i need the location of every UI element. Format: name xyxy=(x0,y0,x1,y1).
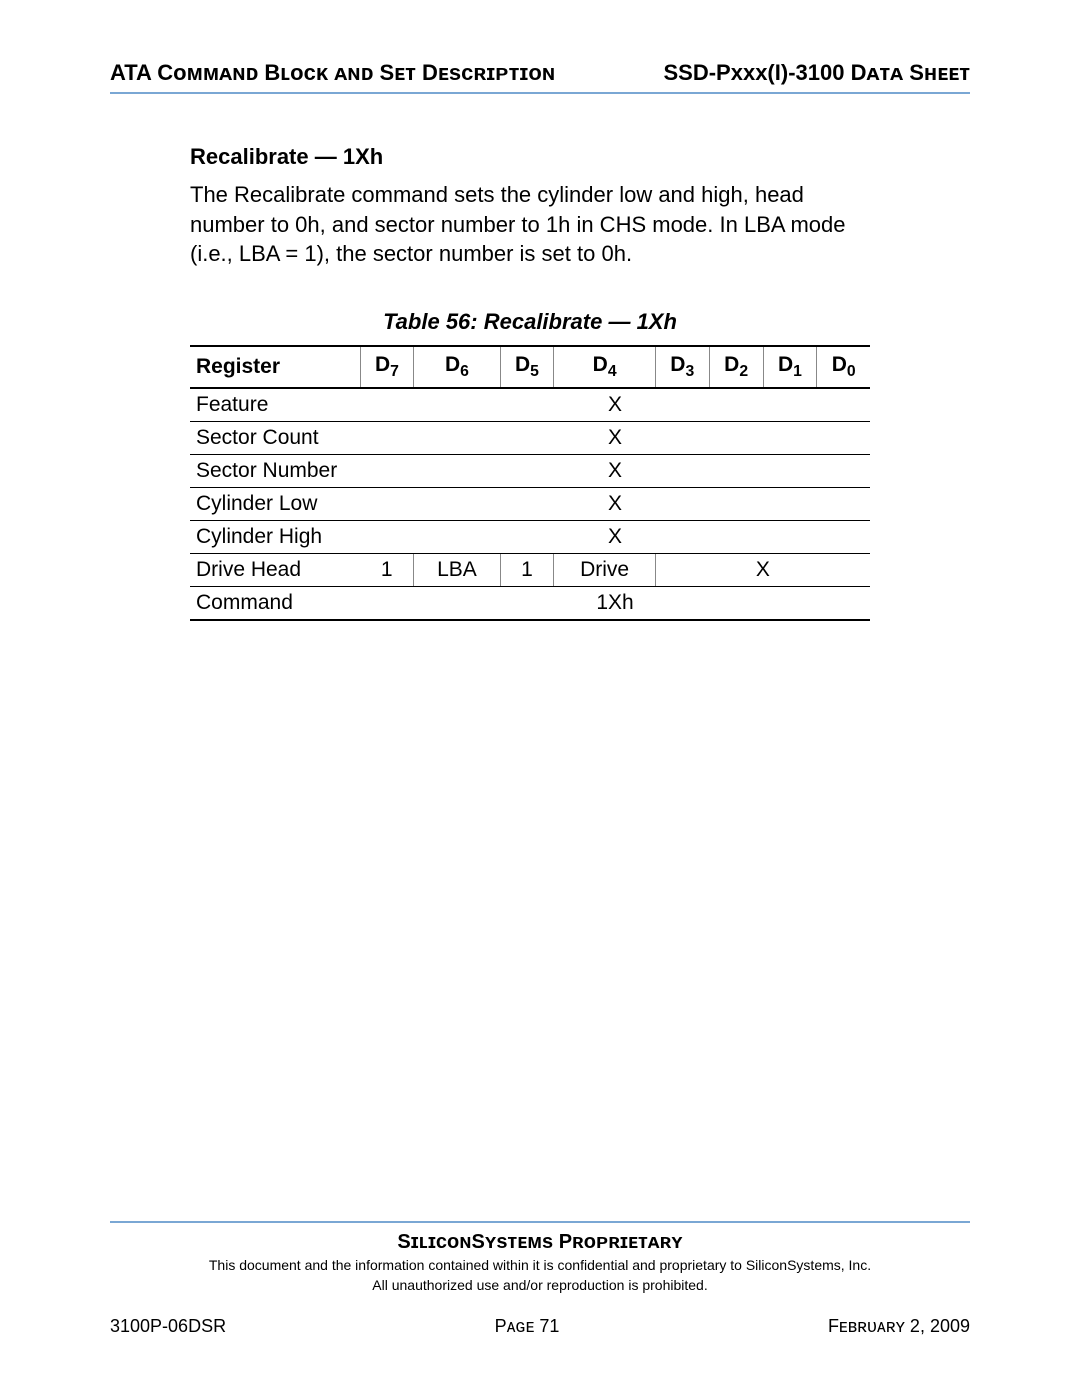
col-d4: D4 xyxy=(554,346,655,388)
table-row-drive-head: Drive Head 1 LBA 1 Drive X xyxy=(190,554,870,587)
cell-value: X xyxy=(360,455,870,488)
cell-value: 1Xh xyxy=(360,587,870,621)
cell-register: Drive Head xyxy=(190,554,360,587)
cell-register: Feature xyxy=(190,388,360,422)
col-d0: D0 xyxy=(817,346,870,388)
table-row: Feature X xyxy=(190,388,870,422)
col-register: Register xyxy=(190,346,360,388)
cell-d6: LBA xyxy=(414,554,500,587)
cell-d4: Drive xyxy=(554,554,655,587)
cell-d7: 1 xyxy=(360,554,414,587)
footer-center: Pᴀɢᴇ 71 xyxy=(495,1316,560,1337)
disclaimer-line1: This document and the information contai… xyxy=(110,1256,970,1274)
cell-d5: 1 xyxy=(500,554,554,587)
content-block: Recalibrate — 1Xh The Recalibrate comman… xyxy=(110,94,870,621)
page-footer: SɪʟɪᴄᴏɴSʏsᴛᴇᴍs Pʀᴏᴘʀɪᴇᴛᴀʀʏ This document… xyxy=(110,1221,970,1337)
col-d3: D3 xyxy=(655,346,709,388)
header-left: ATA Cᴏᴍᴍᴀɴᴅ Bʟᴏᴄᴋ ᴀɴᴅ Sᴇᴛ Dᴇsᴄʀɪᴘᴛɪᴏɴ xyxy=(110,60,555,86)
section-body: The Recalibrate command sets the cylinde… xyxy=(190,180,870,269)
section-title: Recalibrate — 1Xh xyxy=(190,144,870,170)
col-d2: D2 xyxy=(709,346,763,388)
cell-value: X xyxy=(360,388,870,422)
table-row: Sector Number X xyxy=(190,455,870,488)
cell-value: X xyxy=(360,521,870,554)
table-row: Cylinder High X xyxy=(190,521,870,554)
col-d7: D7 xyxy=(360,346,414,388)
footer-right: Fᴇʙʀᴜᴀʀʏ 2, 2009 xyxy=(828,1316,970,1337)
disclaimer-line2: All unauthorized use and/or reproduction… xyxy=(110,1276,970,1294)
table-row: Sector Count X xyxy=(190,422,870,455)
page: ATA Cᴏᴍᴍᴀɴᴅ Bʟᴏᴄᴋ ᴀɴᴅ Sᴇᴛ Dᴇsᴄʀɪᴘᴛɪᴏɴ SS… xyxy=(0,0,1080,1397)
col-d6: D6 xyxy=(414,346,500,388)
footer-rule xyxy=(110,1221,970,1223)
cell-register: Cylinder High xyxy=(190,521,360,554)
cell-value: X xyxy=(360,422,870,455)
table-row: Cylinder Low X xyxy=(190,488,870,521)
register-table: Register D7 D6 D5 D4 D3 D2 D1 D0 Feature… xyxy=(190,345,870,621)
table-caption: Table 56: Recalibrate — 1Xh xyxy=(190,309,870,335)
table-header-row: Register D7 D6 D5 D4 D3 D2 D1 D0 xyxy=(190,346,870,388)
cell-register: Cylinder Low xyxy=(190,488,360,521)
cell-value: X xyxy=(360,488,870,521)
page-header: ATA Cᴏᴍᴍᴀɴᴅ Bʟᴏᴄᴋ ᴀɴᴅ Sᴇᴛ Dᴇsᴄʀɪᴘᴛɪᴏɴ SS… xyxy=(110,60,970,94)
col-d1: D1 xyxy=(763,346,817,388)
footer-left: 3100P-06DSR xyxy=(110,1316,226,1337)
cell-register: Command xyxy=(190,587,360,621)
footer-row: 3100P-06DSR Pᴀɢᴇ 71 Fᴇʙʀᴜᴀʀʏ 2, 2009 xyxy=(110,1316,970,1337)
col-d5: D5 xyxy=(500,346,554,388)
table-row-command: Command 1Xh xyxy=(190,587,870,621)
cell-register: Sector Count xyxy=(190,422,360,455)
proprietary-label: SɪʟɪᴄᴏɴSʏsᴛᴇᴍs Pʀᴏᴘʀɪᴇᴛᴀʀʏ xyxy=(110,1231,970,1254)
cell-register: Sector Number xyxy=(190,455,360,488)
header-right: SSD-Pxxx(I)-3100 Dᴀᴛᴀ Sʜᴇᴇᴛ xyxy=(663,60,970,86)
cell-rest: X xyxy=(655,554,870,587)
